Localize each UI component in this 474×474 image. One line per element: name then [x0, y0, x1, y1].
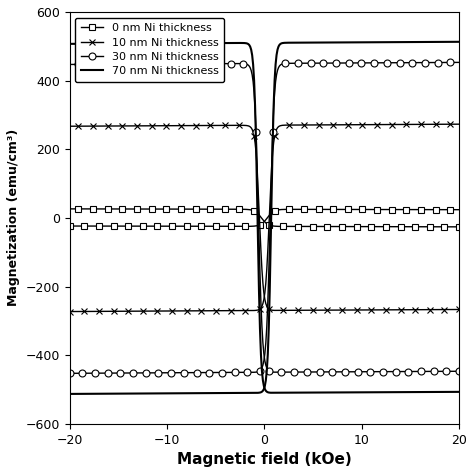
10 nm Ni thickness [237, 122, 243, 128]
Line: 30 nm Ni thickness: 30 nm Ni thickness [66, 60, 463, 376]
70 nm Ni thickness [272, 390, 277, 396]
70 nm Ni thickness [210, 40, 215, 46]
0 nm Ni thickness [175, 206, 181, 212]
Legend: 0 nm Ni thickness, 10 nm Ni thickness, 30 nm Ni thickness, 70 nm Ni thickness: 0 nm Ni thickness, 10 nm Ni thickness, 3… [75, 18, 224, 82]
0 nm Ni thickness [173, 206, 179, 212]
0 nm Ni thickness [302, 224, 308, 229]
10 nm Ni thickness [302, 308, 308, 313]
70 nm Ni thickness [410, 389, 415, 395]
10 nm Ni thickness [67, 123, 73, 129]
0 nm Ni thickness [410, 224, 415, 229]
10 nm Ni thickness [410, 307, 415, 312]
70 nm Ni thickness [302, 390, 308, 395]
70 nm Ni thickness [171, 40, 177, 46]
Line: 0 nm Ni thickness: 0 nm Ni thickness [67, 206, 462, 229]
30 nm Ni thickness [236, 61, 241, 66]
10 nm Ni thickness [329, 307, 335, 313]
0 nm Ni thickness [211, 206, 217, 212]
70 nm Ni thickness [173, 40, 179, 46]
70 nm Ni thickness [329, 390, 335, 395]
30 nm Ni thickness [67, 62, 73, 67]
30 nm Ni thickness [276, 369, 282, 375]
30 nm Ni thickness [210, 61, 215, 66]
10 nm Ni thickness [173, 123, 179, 128]
30 nm Ni thickness [410, 369, 415, 374]
10 nm Ni thickness [171, 123, 177, 128]
0 nm Ni thickness [329, 224, 335, 229]
Line: 10 nm Ni thickness: 10 nm Ni thickness [66, 122, 463, 314]
10 nm Ni thickness [456, 307, 462, 312]
70 nm Ni thickness [237, 40, 243, 46]
0 nm Ni thickness [67, 206, 73, 212]
30 nm Ni thickness [171, 61, 177, 67]
30 nm Ni thickness [329, 369, 335, 375]
0 nm Ni thickness [456, 224, 462, 230]
X-axis label: Magnetic field (kOe): Magnetic field (kOe) [177, 452, 352, 467]
30 nm Ni thickness [173, 61, 179, 67]
30 nm Ni thickness [302, 369, 308, 375]
70 nm Ni thickness [67, 41, 73, 47]
Y-axis label: Magnetization (emu/cm³): Magnetization (emu/cm³) [7, 129, 20, 307]
10 nm Ni thickness [276, 308, 282, 313]
10 nm Ni thickness [210, 123, 215, 128]
30 nm Ni thickness [456, 368, 462, 374]
70 nm Ni thickness [456, 389, 462, 395]
Line: 70 nm Ni thickness: 70 nm Ni thickness [70, 43, 459, 393]
